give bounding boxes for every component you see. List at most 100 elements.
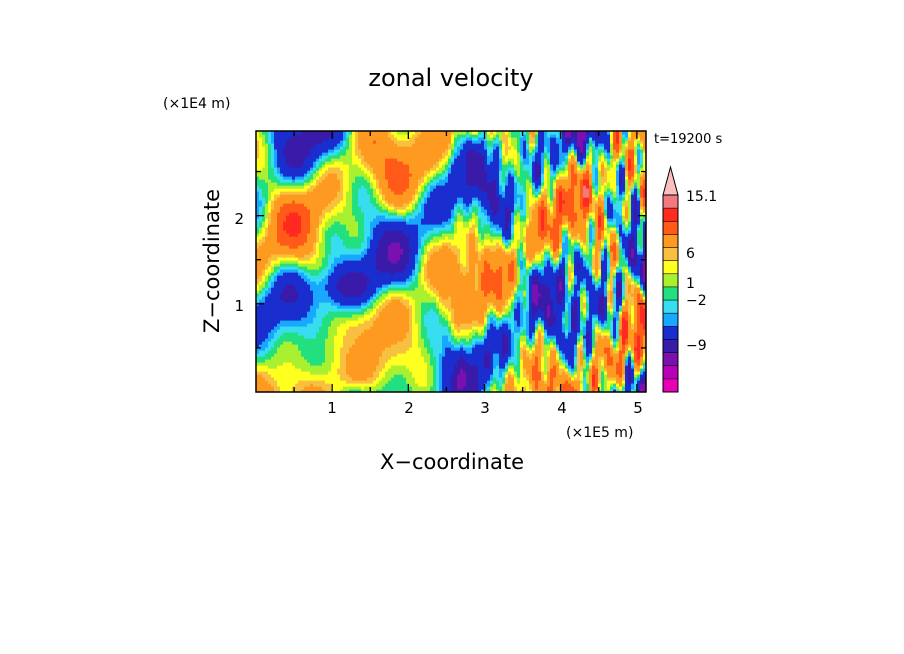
heatmap-cell: [295, 305, 299, 309]
heatmap-cell: [352, 353, 356, 357]
heatmap-cell: [256, 305, 260, 309]
heatmap-cell: [502, 335, 506, 339]
heatmap-cell: [616, 383, 620, 387]
heatmap-cell: [433, 374, 437, 378]
heatmap-cell: [634, 278, 638, 282]
heatmap-cell: [334, 293, 338, 297]
heatmap-cell: [397, 278, 401, 282]
heatmap-cell: [310, 368, 314, 372]
heatmap-cell: [469, 362, 473, 366]
heatmap-cell: [583, 353, 587, 357]
heatmap-cell: [388, 284, 392, 288]
heatmap-cell: [277, 380, 281, 384]
heatmap-cell: [535, 356, 539, 360]
heatmap-cell: [364, 308, 368, 312]
heatmap-cell: [499, 338, 503, 342]
heatmap-cell: [580, 296, 584, 300]
heatmap-cell: [352, 350, 356, 354]
heatmap-cell: [445, 371, 449, 375]
heatmap-cell: [529, 344, 533, 348]
heatmap-cell: [502, 281, 506, 285]
heatmap-cell: [523, 374, 527, 378]
heatmap-cell: [622, 281, 626, 285]
heatmap-cell: [373, 344, 377, 348]
heatmap-cell: [628, 377, 632, 381]
heatmap-cell: [424, 323, 428, 327]
heatmap-cell: [538, 344, 542, 348]
heatmap-cell: [271, 278, 275, 282]
heatmap-cell: [571, 347, 575, 351]
heatmap-cell: [613, 377, 617, 381]
heatmap-cell: [541, 335, 545, 339]
heatmap-cell: [259, 317, 263, 321]
heatmap-cell: [256, 320, 260, 324]
heatmap-cell: [379, 326, 383, 330]
heatmap-cell: [553, 293, 557, 297]
heatmap-cell: [577, 326, 581, 330]
heatmap-cell: [433, 386, 437, 390]
heatmap-cell: [376, 341, 380, 345]
heatmap-cell: [265, 362, 269, 366]
heatmap-cell: [427, 305, 431, 309]
heatmap-cell: [382, 386, 386, 390]
heatmap-cell: [364, 338, 368, 342]
heatmap-cell: [628, 281, 632, 285]
heatmap-cell: [640, 359, 644, 363]
heatmap-cell: [499, 314, 503, 318]
heatmap-cell: [325, 320, 329, 324]
heatmap-cell: [640, 284, 644, 288]
heatmap-cell: [403, 317, 407, 321]
heatmap-cell: [424, 287, 428, 291]
heatmap-cell: [298, 353, 302, 357]
heatmap-cell: [472, 380, 476, 384]
heatmap-cell: [559, 317, 563, 321]
heatmap-cell: [283, 341, 287, 345]
heatmap-cell: [304, 323, 308, 327]
heatmap-cell: [613, 362, 617, 366]
heatmap-cell: [601, 362, 605, 366]
heatmap-cell: [538, 377, 542, 381]
heatmap-cell: [325, 311, 329, 315]
heatmap-cell: [436, 359, 440, 363]
heatmap-cell: [382, 347, 386, 351]
heatmap-cell: [625, 359, 629, 363]
heatmap-cell: [547, 365, 551, 369]
heatmap-cell: [490, 338, 494, 342]
heatmap-cell: [463, 356, 467, 360]
heatmap-cell: [451, 386, 455, 390]
heatmap-cell: [592, 356, 596, 360]
heatmap-cell: [304, 299, 308, 303]
heatmap-cell: [643, 344, 646, 348]
heatmap-cell: [277, 353, 281, 357]
heatmap-cell: [268, 377, 272, 381]
heatmap-cell: [595, 356, 599, 360]
heatmap-cell: [643, 284, 646, 288]
heatmap-cell: [382, 326, 386, 330]
heatmap-cell: [445, 344, 449, 348]
heatmap-cell: [583, 338, 587, 342]
heatmap-cell: [601, 371, 605, 375]
heatmap-cell: [493, 389, 497, 392]
heatmap-cell: [607, 323, 611, 327]
heatmap-cell: [502, 383, 506, 387]
heatmap-cell: [298, 311, 302, 315]
heatmap-cell: [541, 362, 545, 366]
heatmap-cell: [343, 353, 347, 357]
heatmap-cell: [292, 383, 296, 387]
heatmap-cell: [583, 320, 587, 324]
heatmap-cell: [385, 347, 389, 351]
heatmap-cell: [370, 335, 374, 339]
heatmap-cell: [334, 332, 338, 336]
heatmap-cell: [433, 314, 437, 318]
heatmap-cell: [469, 302, 473, 306]
heatmap-cell: [271, 365, 275, 369]
heatmap-cell: [418, 353, 422, 357]
heatmap-cell: [307, 341, 311, 345]
heatmap-cell: [532, 356, 536, 360]
heatmap-cell: [415, 329, 419, 333]
heatmap-cell: [526, 380, 530, 384]
heatmap-cell: [508, 293, 512, 297]
heatmap-cell: [568, 323, 572, 327]
heatmap-cell: [478, 296, 482, 300]
heatmap-cell: [343, 320, 347, 324]
